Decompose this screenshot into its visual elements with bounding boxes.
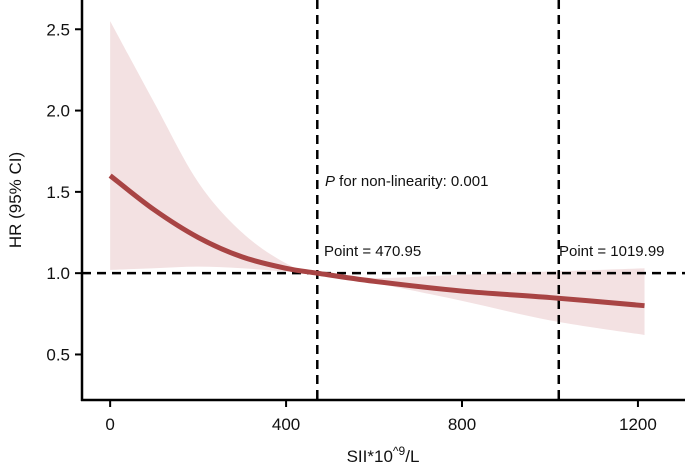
x-tick-label: 1200 <box>619 415 657 434</box>
annotation-point-1: Point = 470.95 <box>324 243 421 260</box>
x-label-tail: /L <box>405 447 419 466</box>
hr-curve <box>108 173 645 309</box>
p-text: for non-linearity: 0.001 <box>335 173 488 190</box>
y-tick-label: 0.5 <box>46 345 70 364</box>
x-tick-label: 0 <box>105 415 114 434</box>
x-label-base: SII*10 <box>347 447 393 466</box>
x-tick-label: 400 <box>272 415 300 434</box>
x-axis-label: SII*10^9/L <box>347 444 420 466</box>
y-tick-label: 2.0 <box>46 102 70 121</box>
x-tick-label: 800 <box>448 415 476 434</box>
annotation-p-nonlinearity: P for non-linearity: 0.001 <box>325 173 488 190</box>
axis-ticks: 0 400 800 1200 0.5 1.0 1.5 2.0 2.5 <box>46 20 656 434</box>
x-label-sup: ^9 <box>393 444 406 458</box>
p-italic: P <box>325 173 335 190</box>
y-axis-label: HR (95% CI) <box>6 152 25 248</box>
y-tick-label: 1.5 <box>46 183 70 202</box>
y-tick-label: 1.0 <box>46 264 70 283</box>
annotation-point-2: Point = 1019.99 <box>559 243 665 260</box>
y-tick-label: 2.5 <box>46 20 70 39</box>
plot-area <box>82 0 685 400</box>
